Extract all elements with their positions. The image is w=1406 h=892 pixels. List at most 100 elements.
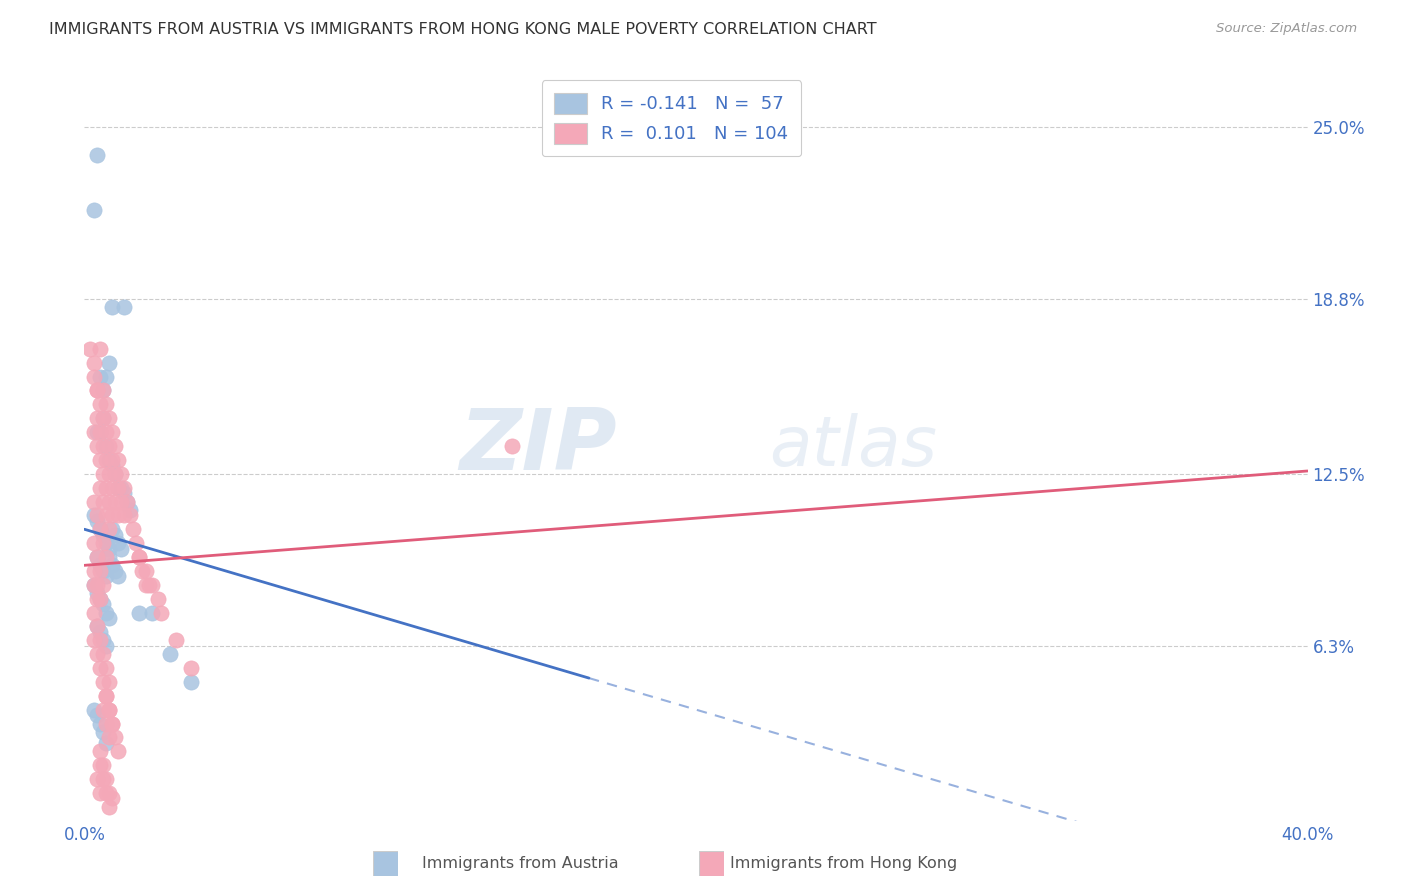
Point xyxy=(86,439,108,453)
Point xyxy=(94,397,117,411)
Point xyxy=(149,606,172,620)
Point xyxy=(107,508,129,523)
Point xyxy=(141,606,163,620)
Point xyxy=(91,467,114,481)
Point xyxy=(141,578,163,592)
Point xyxy=(94,772,117,786)
Point xyxy=(180,674,202,689)
Point xyxy=(86,147,108,161)
Point xyxy=(97,356,120,370)
Point xyxy=(89,744,111,758)
Point xyxy=(91,633,114,648)
Point xyxy=(138,578,160,592)
Point xyxy=(86,549,108,564)
Point xyxy=(101,791,124,805)
Point xyxy=(89,397,111,411)
Point xyxy=(94,453,117,467)
Point xyxy=(112,508,135,523)
Point xyxy=(97,549,120,564)
Point xyxy=(91,536,114,550)
Point xyxy=(91,724,114,739)
Point xyxy=(83,508,105,523)
Point xyxy=(91,494,114,508)
Point xyxy=(89,425,111,439)
Point xyxy=(89,522,111,536)
Point xyxy=(86,508,108,523)
Point xyxy=(101,300,124,314)
Point xyxy=(86,591,108,606)
Point xyxy=(135,578,157,592)
Point xyxy=(120,508,142,523)
Point xyxy=(94,716,117,731)
Point xyxy=(110,467,132,481)
Point xyxy=(122,522,145,536)
Point xyxy=(97,411,120,425)
Point xyxy=(94,689,117,703)
Point xyxy=(86,619,108,633)
Point xyxy=(86,772,108,786)
Point xyxy=(83,606,105,620)
Point xyxy=(86,514,108,528)
Point xyxy=(128,549,150,564)
Point xyxy=(89,369,111,384)
Point xyxy=(91,578,114,592)
Point xyxy=(79,342,101,356)
Point xyxy=(89,522,111,536)
Point xyxy=(104,494,127,508)
Point xyxy=(97,453,120,467)
Point xyxy=(89,453,111,467)
Text: Immigrants from Hong Kong: Immigrants from Hong Kong xyxy=(730,856,957,871)
Point xyxy=(89,591,111,606)
Point xyxy=(94,661,117,675)
Point xyxy=(86,425,108,439)
Point xyxy=(159,647,181,661)
Point xyxy=(97,703,120,717)
Point xyxy=(89,591,111,606)
Point xyxy=(91,703,114,717)
Point xyxy=(89,481,111,495)
Point xyxy=(97,541,120,556)
Point xyxy=(91,597,114,611)
Point xyxy=(97,611,120,625)
Point xyxy=(101,425,124,439)
Point xyxy=(97,799,120,814)
Point xyxy=(101,558,124,573)
Point xyxy=(180,661,202,675)
Point xyxy=(165,633,187,648)
Point xyxy=(146,591,169,606)
Point xyxy=(101,453,124,467)
Point xyxy=(107,744,129,758)
Point xyxy=(83,536,105,550)
Point xyxy=(104,467,127,481)
Legend: R = -0.141   N =  57, R =  0.101   N = 104: R = -0.141 N = 57, R = 0.101 N = 104 xyxy=(541,80,801,156)
Point xyxy=(107,569,129,583)
Point xyxy=(94,508,117,523)
Point xyxy=(128,606,150,620)
Point xyxy=(83,425,105,439)
Point xyxy=(101,716,124,731)
Point xyxy=(94,786,117,800)
Point xyxy=(86,708,108,723)
Point xyxy=(91,772,114,786)
Point xyxy=(86,549,108,564)
Point xyxy=(89,425,111,439)
Point xyxy=(115,494,138,508)
Point xyxy=(104,564,127,578)
Point xyxy=(101,458,124,473)
Point xyxy=(97,786,120,800)
Point xyxy=(91,411,114,425)
Point xyxy=(110,481,132,495)
Point xyxy=(89,558,111,573)
Point xyxy=(107,453,129,467)
Point xyxy=(86,586,108,600)
Point xyxy=(94,439,117,453)
Point xyxy=(94,606,117,620)
Point xyxy=(120,503,142,517)
Point xyxy=(91,564,114,578)
Point xyxy=(83,564,105,578)
Point xyxy=(91,674,114,689)
Point xyxy=(502,439,524,453)
Point xyxy=(89,716,111,731)
Point xyxy=(83,633,105,648)
Point xyxy=(107,481,129,495)
